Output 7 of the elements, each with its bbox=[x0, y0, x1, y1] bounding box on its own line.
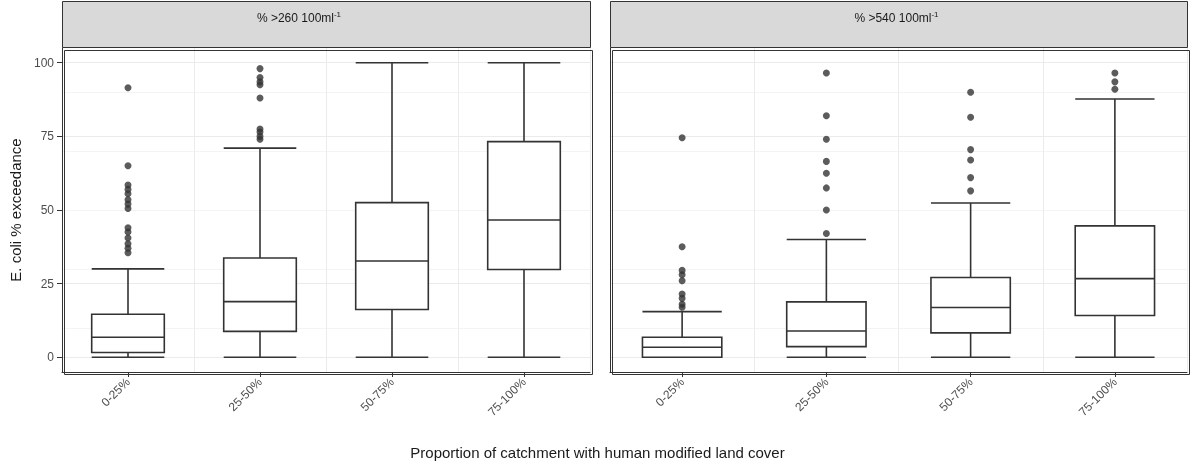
y-tick-label: 75 bbox=[40, 129, 55, 144]
y-tick-label: 50 bbox=[40, 203, 55, 217]
x-axis-title: Proportion of catchment with human modified land cover bbox=[409, 444, 786, 461]
y-tick-label: 25 bbox=[40, 276, 55, 291]
y-tick-label: 0 bbox=[47, 350, 55, 365]
y-axis-title: E. coli % exceedance bbox=[7, 138, 25, 282]
y-tick-label: 100 bbox=[33, 55, 55, 70]
